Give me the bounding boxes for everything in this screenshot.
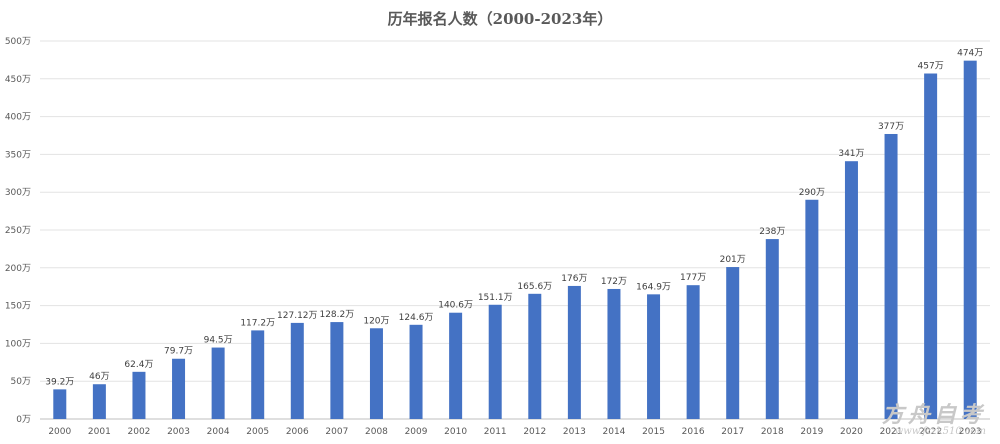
y-tick-label: 50万 [11,377,31,387]
y-tick-label: 350万 [5,150,31,160]
x-tick-label: 2008 [365,427,388,437]
y-tick-label: 0万 [16,415,31,425]
x-tick-label: 2005 [246,427,269,437]
bar-2008 [369,328,383,419]
bar-2013 [567,285,581,419]
bar-2020 [844,161,858,420]
x-axis-ticks: 2000 2001 2002 2003 2004 2005 2006 2007 2008 2009… [48,427,981,437]
y-tick-label: 300万 [5,188,31,198]
y-tick-label: 400万 [5,113,31,123]
x-tick-label: 2003 [167,427,190,437]
bar-2021 [884,133,898,419]
bar-2016 [686,285,700,419]
data-label: 164.9万 [636,282,671,292]
x-tick-label: 2019 [800,427,823,437]
data-label: 94.5万 [204,336,233,346]
y-tick-label: 150万 [5,302,31,312]
data-label: 341万 [838,149,864,159]
bar-2007 [330,322,344,419]
watermark-url: www.fzzk510.com [894,426,986,437]
data-label: 117.2万 [240,318,275,328]
y-tick-label: 450万 [5,75,31,85]
bar-2015 [647,294,661,419]
bar-2011 [488,304,502,419]
data-label: 201万 [720,255,746,265]
data-label: 474万 [957,49,983,59]
x-tick-label: 2012 [523,427,546,437]
data-label: 124.6万 [399,313,434,323]
y-axis-ticks: 0万 50万 100万 150万 200万 250万 300万 350万 400万 450万 500… [5,37,31,425]
data-label: 79.7万 [164,347,193,357]
watermark: 方舟自考 www.fzzk510.com [882,404,986,438]
bar-2018 [765,239,779,419]
x-tick-label: 2015 [642,427,665,437]
x-tick-label: 2010 [444,427,467,437]
bar-2004 [211,347,225,419]
x-tick-label: 2009 [405,427,428,437]
gridlines [40,40,990,420]
x-tick-label: 2004 [207,427,230,437]
x-tick-label: 2000 [48,427,71,437]
bars [53,60,977,420]
bar-2006 [290,322,304,419]
x-tick-label: 2021 [880,427,903,437]
bar-2000 [53,389,67,419]
data-label: 128.2万 [319,310,354,320]
data-label: 165.6万 [517,282,552,292]
x-tick-label: 2016 [682,427,705,437]
y-tick-label: 100万 [5,339,31,349]
x-tick-label: 2002 [128,427,151,437]
data-label: 127.12万 [277,311,318,321]
x-tick-label: 2013 [563,427,586,437]
x-tick-label: 2006 [286,427,309,437]
x-tick-label: 2007 [325,427,348,437]
bar-2022 [924,73,938,420]
data-label: 120万 [363,316,389,326]
y-tick-label: 200万 [5,264,31,274]
bar-2014 [607,288,621,419]
bar-2023 [963,60,977,419]
watermark-logo: 方舟自考 [881,402,986,428]
x-tick-label: 2020 [840,427,863,437]
x-tick-label: 2023 [959,427,982,437]
bar-2009 [409,324,423,419]
data-label: 140.6万 [438,301,473,311]
x-tick-label: 2011 [484,427,507,437]
bar-2017 [726,267,740,419]
chart-title: 历年报名人数（2000-2023年） [387,10,613,28]
x-tick-label: 2014 [603,427,626,437]
bar-2001 [92,384,106,419]
bar-2012 [528,293,542,419]
bar-2005 [251,330,265,419]
data-label: 177万 [680,273,706,283]
data-label: 377万 [878,122,904,132]
bar-2003 [172,358,186,419]
x-tick-label: 2018 [761,427,784,437]
x-tick-label: 2017 [721,427,744,437]
data-label: 238万 [759,227,785,237]
data-label: 62.4万 [124,360,153,370]
data-label: 176万 [561,274,587,284]
data-label: 457万 [918,62,944,72]
data-label: 172万 [601,277,627,287]
bar-2002 [132,371,146,419]
x-tick-label: 2001 [88,427,111,437]
data-label: 39.2万 [45,377,74,387]
y-tick-label: 250万 [5,226,31,236]
bar-2019 [805,199,819,419]
data-label: 290万 [799,188,825,198]
data-label: 46万 [89,372,109,382]
data-label: 151.1万 [478,293,513,303]
bar-2010 [449,312,463,419]
x-tick-label: 2022 [919,427,942,437]
y-tick-label: 500万 [5,37,31,47]
